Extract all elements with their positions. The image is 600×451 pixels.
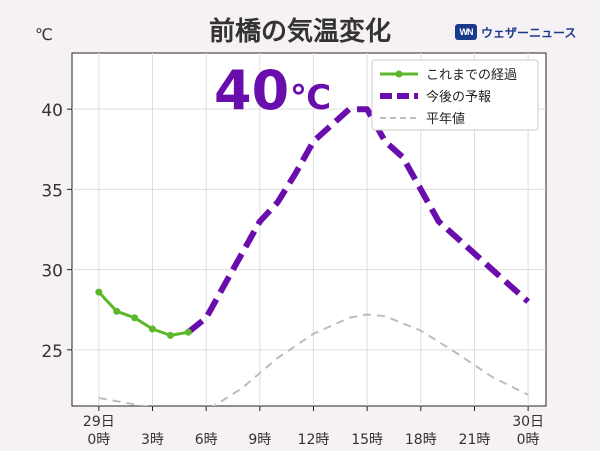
x-tick-label: 6時 — [195, 432, 218, 448]
y-tick-label: 40 — [41, 101, 63, 121]
x-tick-label: 15時 — [351, 432, 383, 448]
x-tick-label: 30日 — [512, 414, 544, 430]
x-tick-label: 12時 — [298, 432, 330, 448]
highlight-value: 40 — [214, 59, 289, 122]
legend-box — [371, 59, 539, 131]
x-tick-label: 3時 — [141, 432, 164, 448]
data-point — [131, 314, 139, 322]
data-point — [95, 288, 103, 296]
data-point — [184, 328, 192, 336]
data-point — [113, 307, 121, 315]
legend-label: これまでの経過 — [426, 68, 517, 83]
weathernews-logo-icon: WN — [455, 24, 477, 40]
x-tick-label: 0時 — [517, 432, 540, 448]
legend-label: 今後の予報 — [426, 89, 491, 105]
legend-label: 平年値 — [426, 111, 465, 127]
highlight-unit: ℃ — [290, 78, 331, 118]
x-tick-label: 0時 — [87, 432, 110, 448]
brand-name: ウェザーニュース — [481, 25, 577, 40]
x-tick-label: 9時 — [248, 432, 271, 448]
brand-logo: WN ウェザーニュース — [455, 20, 585, 44]
chart-title: 前橋の気温変化 — [209, 16, 391, 47]
x-tick-label: 18時 — [405, 432, 437, 448]
legend-marker — [395, 70, 403, 78]
series-line — [186, 106, 531, 335]
y-axis-unit: ℃ — [35, 25, 53, 44]
x-tick-label: 21時 — [459, 432, 491, 448]
data-point — [148, 325, 156, 333]
y-tick-label: 25 — [41, 342, 63, 362]
y-tick-label: 35 — [41, 181, 63, 201]
x-tick-label: 29日 — [83, 414, 115, 430]
data-point — [166, 331, 174, 339]
y-tick-label: 30 — [41, 262, 63, 282]
